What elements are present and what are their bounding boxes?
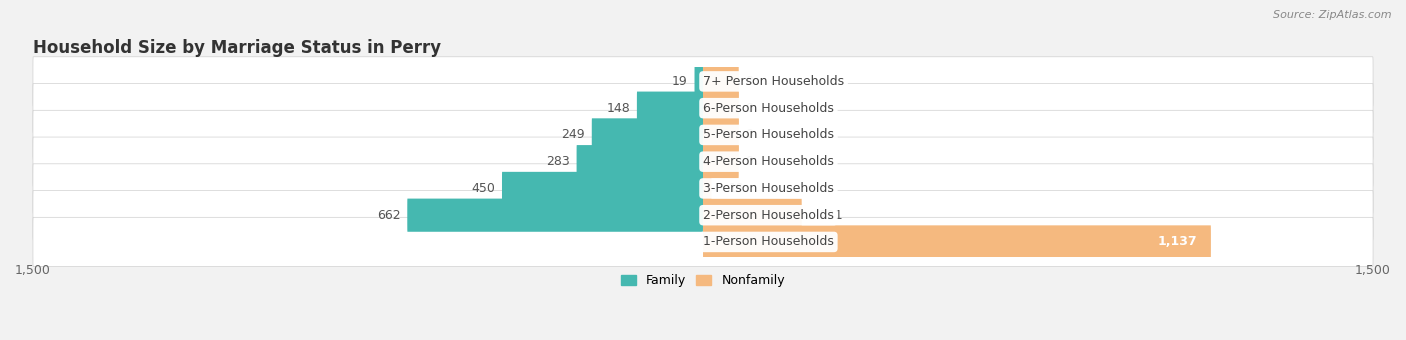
Text: 0: 0 [745,129,754,141]
FancyBboxPatch shape [703,118,738,152]
Text: 1,137: 1,137 [1159,235,1198,249]
Text: Source: ZipAtlas.com: Source: ZipAtlas.com [1274,10,1392,20]
FancyBboxPatch shape [32,190,1374,240]
Legend: Family, Nonfamily: Family, Nonfamily [616,269,790,292]
FancyBboxPatch shape [32,164,1374,213]
FancyBboxPatch shape [703,225,1211,258]
Text: 221: 221 [820,209,842,222]
FancyBboxPatch shape [408,199,703,232]
FancyBboxPatch shape [32,137,1374,186]
FancyBboxPatch shape [32,84,1374,133]
Text: 249: 249 [561,129,585,141]
Text: 6-Person Households: 6-Person Households [703,102,834,115]
FancyBboxPatch shape [32,217,1374,267]
Text: 4-Person Households: 4-Person Households [703,155,834,168]
Text: 5-Person Households: 5-Person Households [703,129,834,141]
FancyBboxPatch shape [703,172,711,205]
FancyBboxPatch shape [502,172,703,205]
FancyBboxPatch shape [703,145,738,178]
Text: 7+ Person Households: 7+ Person Households [703,75,844,88]
FancyBboxPatch shape [592,118,703,152]
FancyBboxPatch shape [576,145,703,178]
Text: Household Size by Marriage Status in Perry: Household Size by Marriage Status in Per… [32,39,441,57]
FancyBboxPatch shape [703,199,801,232]
FancyBboxPatch shape [32,110,1374,159]
Text: 1-Person Households: 1-Person Households [703,235,834,249]
FancyBboxPatch shape [637,91,703,125]
Text: 0: 0 [745,102,754,115]
FancyBboxPatch shape [695,65,703,98]
Text: 0: 0 [745,75,754,88]
Text: 19: 19 [672,75,688,88]
Text: 2-Person Households: 2-Person Households [703,209,834,222]
Text: 148: 148 [606,102,630,115]
Text: 19: 19 [728,182,745,195]
Text: 662: 662 [377,209,401,222]
Text: 3-Person Households: 3-Person Households [703,182,834,195]
Text: 450: 450 [471,182,495,195]
FancyBboxPatch shape [703,65,738,98]
Text: 283: 283 [546,155,569,168]
Text: 0: 0 [745,155,754,168]
FancyBboxPatch shape [32,57,1374,106]
FancyBboxPatch shape [703,91,738,125]
